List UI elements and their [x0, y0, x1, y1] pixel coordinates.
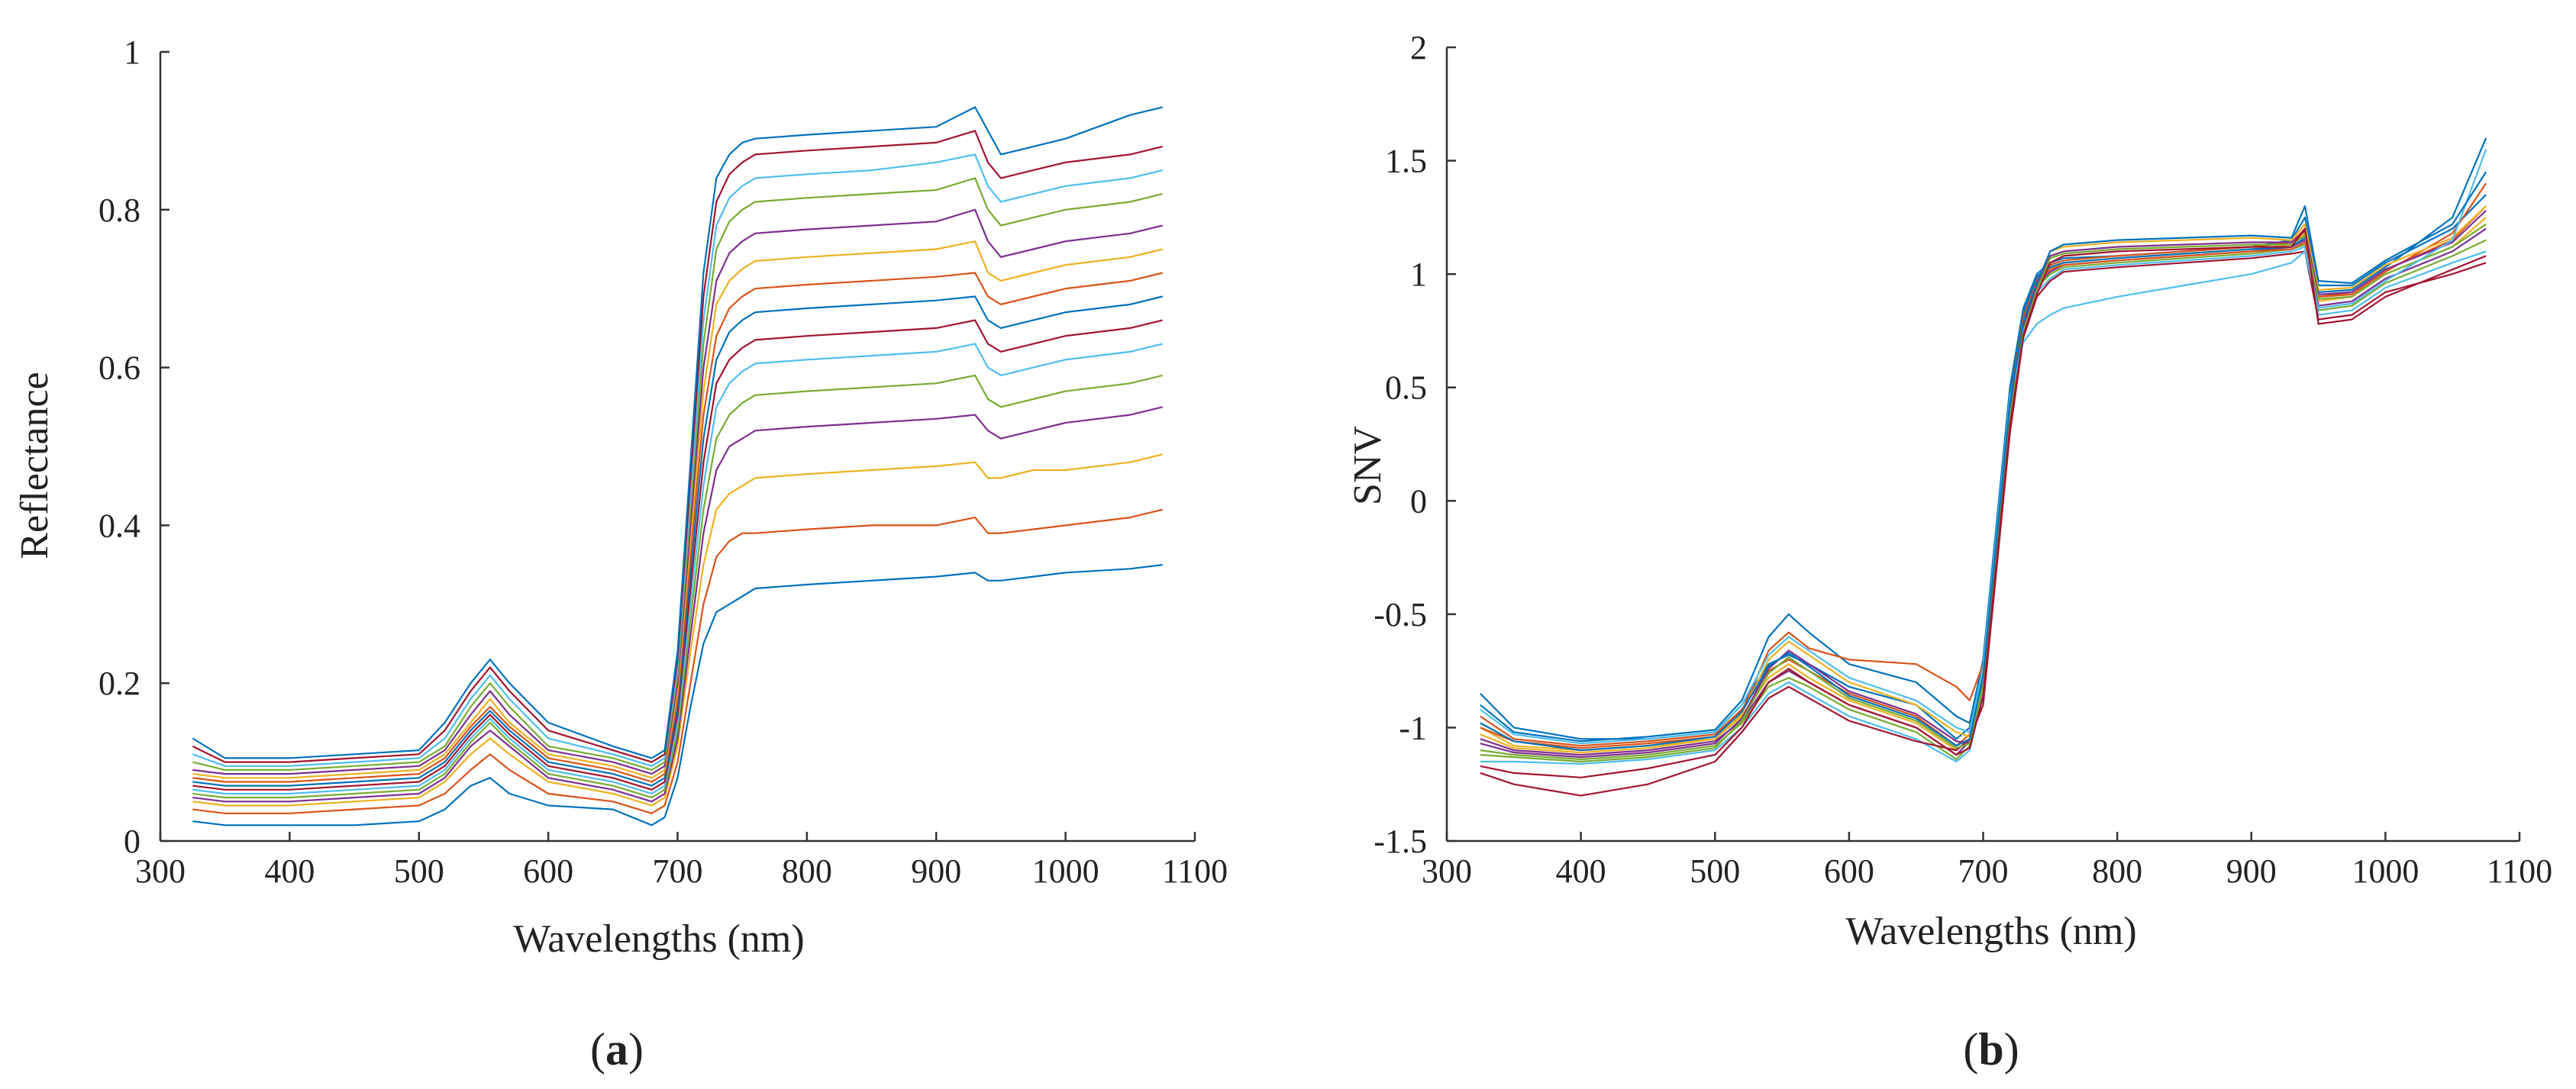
series-line-a-13 — [192, 153, 1163, 767]
x-tick-label-b-400: 400 — [1556, 852, 1606, 890]
ylabel-a: Reflectance — [13, 372, 56, 559]
y-tick-label-b-2: -0.5 — [1374, 596, 1427, 633]
series-line-a-7 — [192, 319, 1163, 791]
x-tick-label-b-800: 800 — [2092, 852, 2142, 890]
series-line-b-12 — [1480, 223, 2487, 763]
y-tick-label-b-3: 0 — [1410, 482, 1427, 520]
series-line-a-10 — [192, 240, 1163, 779]
y-tick-label-a-0: 0 — [124, 823, 140, 860]
x-tick-label-b-300: 300 — [1422, 852, 1472, 890]
y-tick-label-a-2: 0.4 — [98, 507, 140, 544]
series-line-b-15 — [1480, 171, 2487, 752]
x-tick-label-b-600: 600 — [1824, 852, 1874, 890]
y-tick-label-b-0: -1.5 — [1374, 823, 1427, 860]
y-tick-label-b-4: 0.5 — [1385, 369, 1427, 407]
series-line-a-5 — [192, 374, 1163, 799]
x-tick-label-a-300: 300 — [135, 852, 186, 890]
caption-a: (a) — [590, 1024, 644, 1075]
x-tick-label-b-700: 700 — [1958, 852, 2009, 890]
y-tick-label-a-3: 0.6 — [98, 350, 140, 387]
x-tick-label-a-600: 600 — [523, 852, 573, 890]
y-tick-label-b-6: 1.5 — [1385, 143, 1427, 180]
y-tick-label-b-1: -1 — [1399, 709, 1427, 746]
series-line-a-14 — [192, 130, 1163, 763]
y-tick-label-b-5: 1 — [1410, 256, 1427, 293]
x-tick-label-a-1100: 1100 — [1162, 852, 1228, 890]
series-line-a-1 — [192, 564, 1163, 826]
series-line-a-9 — [192, 272, 1163, 783]
series-line-a-3 — [192, 453, 1163, 807]
y-tick-label-a-5: 1 — [124, 34, 140, 71]
y-tick-label-a-4: 0.8 — [98, 192, 140, 229]
x-tick-label-a-1000: 1000 — [1032, 852, 1099, 890]
caption-b: (b) — [1963, 1024, 2019, 1075]
series-line-a-15 — [192, 106, 1163, 759]
series-line-b-7 — [1480, 250, 2487, 797]
series-line-a-8 — [192, 295, 1163, 787]
x-tick-label-a-400: 400 — [264, 852, 315, 890]
y-tick-label-b-7: 2 — [1410, 29, 1427, 66]
x-tick-label-b-900: 900 — [2226, 852, 2277, 890]
series-line-a-2 — [192, 508, 1163, 814]
series-line-a-4 — [192, 406, 1163, 803]
series-line-a-12 — [192, 177, 1163, 772]
ylabel-b: SNV — [1346, 426, 1390, 505]
chart-panel-a: Reflectance Wavelengths (nm) (a) 300 400 5… — [13, 34, 1228, 1075]
xlabel-a: Wavelengths (nm) — [513, 917, 804, 961]
x-tick-label-b-1000: 1000 — [2352, 852, 2419, 890]
xlabel-b: Wavelengths (nm) — [1845, 910, 2136, 953]
x-tick-label-b-1100: 1100 — [2487, 852, 2552, 890]
series-line-b-14 — [1480, 227, 2487, 778]
x-tick-label-a-800: 800 — [782, 852, 832, 890]
x-tick-label-a-700: 700 — [653, 852, 703, 890]
chart-panel-b: SNV Wavelengths (nm) (b) 300 400 500 600 700… — [1346, 29, 2552, 1075]
y-tick-label-a-1: 0.2 — [98, 665, 140, 702]
series-line-a-6 — [192, 343, 1163, 795]
series-line-a-11 — [192, 208, 1163, 775]
series-line-b-8 — [1480, 137, 2487, 743]
x-tick-label-a-900: 900 — [911, 852, 961, 890]
x-tick-label-a-500: 500 — [394, 852, 444, 890]
x-tick-label-b-500: 500 — [1690, 852, 1740, 890]
